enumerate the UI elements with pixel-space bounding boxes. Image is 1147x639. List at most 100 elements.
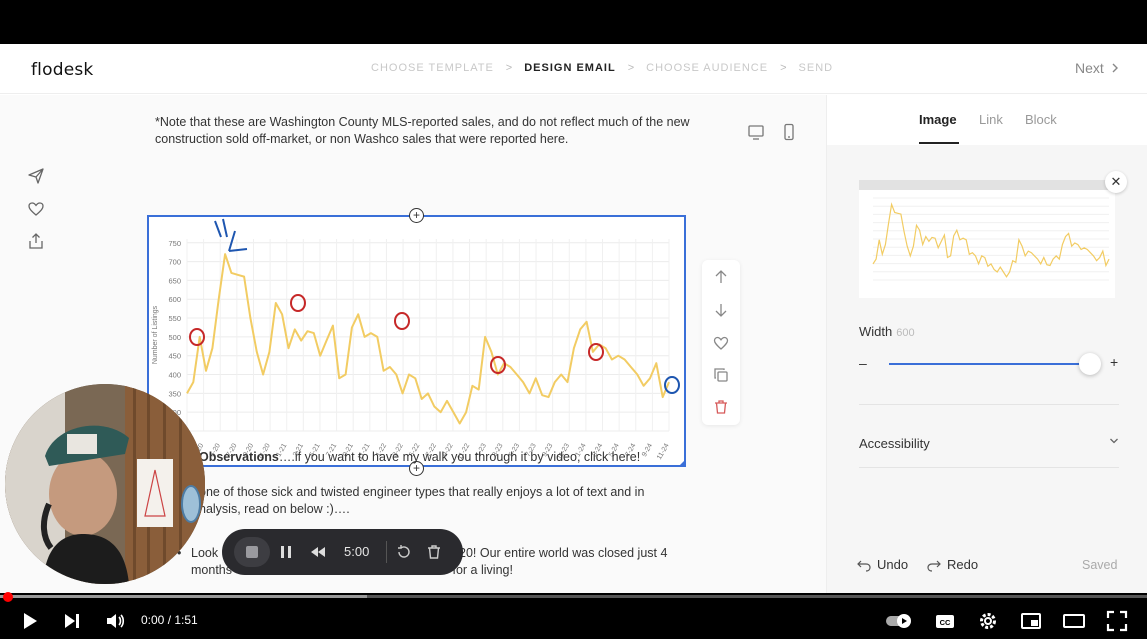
- screen-recorder-bar: 5:00: [222, 529, 463, 575]
- rewind-icon[interactable]: [309, 543, 327, 561]
- series-line: [186, 253, 670, 425]
- listings-chart: 2503003504004505005506006507007501-203-2…: [152, 218, 680, 461]
- svg-text:CC: CC: [940, 618, 951, 627]
- step-separator: >: [780, 62, 787, 74]
- bullet-text-4: ls for a living!: [440, 563, 513, 577]
- next-label: Next: [1075, 60, 1104, 76]
- trash-icon[interactable]: [713, 399, 729, 415]
- captions-icon[interactable]: CC: [934, 610, 956, 632]
- progress-buffered: [0, 595, 368, 598]
- annotation-arrow: [214, 218, 248, 252]
- share-icon[interactable]: [27, 232, 45, 250]
- send-icon[interactable]: [27, 167, 45, 185]
- annotation-circle: [290, 294, 306, 312]
- y-tick-label: 700: [168, 258, 181, 267]
- favorite-icon[interactable]: [713, 335, 729, 351]
- next-button[interactable]: Next: [1075, 60, 1120, 76]
- y-tick-label: 600: [168, 295, 181, 304]
- annotation-circle: [189, 328, 205, 346]
- y-tick-label: 500: [168, 333, 181, 342]
- step-send[interactable]: SEND: [798, 62, 834, 74]
- stop-icon: [246, 546, 258, 558]
- annotation-circle: [588, 343, 604, 361]
- image-thumbnail[interactable]: [859, 180, 1115, 298]
- chevron-right-icon: [1112, 63, 1118, 73]
- presenter-video-icon: [5, 384, 205, 584]
- top-bar: flodesk CHOOSE TEMPLATE > DESIGN EMAIL >…: [0, 44, 1147, 94]
- miniplayer-icon[interactable]: [1020, 610, 1042, 632]
- webcam-overlay: [5, 384, 205, 584]
- autoplay-toggle-icon[interactable]: [884, 610, 916, 632]
- step-choose-audience[interactable]: CHOOSE AUDIENCE: [646, 62, 769, 74]
- y-tick-label: 750: [168, 239, 181, 248]
- width-value: 600: [896, 327, 915, 339]
- divider: [859, 467, 1119, 468]
- undo-button[interactable]: Undo: [857, 557, 908, 572]
- redo-icon: [927, 560, 941, 572]
- panel-tabs: Image Link Block: [827, 95, 1147, 145]
- tab-block[interactable]: Block: [1025, 112, 1057, 127]
- bullet-text-3: months: [191, 563, 232, 577]
- flodesk-logo[interactable]: flodesk: [31, 60, 94, 80]
- resize-corner[interactable]: [678, 459, 686, 467]
- fullscreen-icon[interactable]: [1106, 610, 1128, 632]
- play-icon[interactable]: [19, 610, 41, 632]
- annotation-circle: [490, 356, 506, 374]
- bullet-text-1: Look: [191, 546, 219, 560]
- restart-icon[interactable]: [395, 543, 413, 561]
- y-tick-label: 550: [168, 314, 181, 323]
- properties-panel: Image Link Block ✕ Width 600 – + Accessib…: [826, 95, 1147, 593]
- y-tick-label: 400: [168, 371, 181, 380]
- step-choose-template[interactable]: CHOOSE TEMPLATE: [371, 62, 494, 74]
- sales-note[interactable]: *Note that these are Washington County M…: [155, 115, 690, 146]
- move-down-icon[interactable]: [713, 302, 729, 318]
- y-tick-label: 350: [168, 389, 181, 398]
- theater-mode-icon[interactable]: [1063, 610, 1085, 632]
- width-slider-track[interactable]: [889, 363, 1089, 365]
- width-slider-handle[interactable]: [1079, 353, 1101, 375]
- mobile-preview-icon[interactable]: [780, 123, 798, 141]
- width-increase-button[interactable]: +: [1110, 354, 1119, 370]
- annotation-circle: [664, 376, 680, 394]
- duplicate-icon[interactable]: [713, 367, 729, 383]
- video-player-controls: 0:00 / 1:51 CC: [0, 592, 1147, 639]
- observations-heading: Observations: [199, 450, 279, 464]
- add-block-above-icon[interactable]: +: [409, 208, 424, 223]
- thumbnail-series-line: [872, 202, 1110, 278]
- block-toolbar: [702, 260, 740, 425]
- accessibility-section[interactable]: Accessibility: [859, 436, 930, 451]
- engineer-paragraph[interactable]: one of those sick and twisted engineer t…: [199, 485, 645, 516]
- observations-link-text[interactable]: ….if you want to have my walk you throug…: [278, 450, 641, 464]
- step-design-email[interactable]: DESIGN EMAIL: [524, 62, 616, 74]
- desktop-preview-icon[interactable]: [747, 123, 765, 141]
- next-video-icon[interactable]: [61, 610, 83, 632]
- remove-image-button[interactable]: ✕: [1105, 171, 1127, 193]
- settings-gear-icon[interactable]: [977, 610, 999, 632]
- y-tick-label: 650: [168, 276, 181, 285]
- divider: [386, 541, 387, 563]
- volume-icon[interactable]: [104, 610, 126, 632]
- heart-icon[interactable]: [27, 200, 45, 218]
- thumbnail-chart: [872, 197, 1110, 281]
- chevron-down-icon[interactable]: [1109, 436, 1119, 446]
- observations-paragraph[interactable]: Observations….if you want to have my wal…: [199, 449, 659, 466]
- divider: [859, 404, 1119, 405]
- image-block-chart[interactable]: 2503003504004505005506006507007501-203-2…: [147, 215, 686, 467]
- progress-bar[interactable]: [0, 595, 1147, 598]
- bullet-text-2: 20! Our entire world was closed just 4: [459, 546, 668, 560]
- y-tick-label: 450: [168, 352, 181, 361]
- move-up-icon[interactable]: [713, 269, 729, 285]
- bullet-dot: •: [177, 546, 182, 560]
- pause-icon[interactable]: [277, 543, 295, 561]
- tab-image[interactable]: Image: [919, 112, 957, 127]
- redo-button[interactable]: Redo: [927, 557, 978, 572]
- delete-recording-icon[interactable]: [425, 543, 443, 561]
- add-block-below-icon[interactable]: +: [409, 461, 424, 476]
- width-decrease-button[interactable]: –: [859, 355, 867, 371]
- progress-scrubber[interactable]: [3, 592, 13, 602]
- annotation-circle: [394, 312, 410, 330]
- recording-time: 5:00: [344, 544, 370, 559]
- tab-link[interactable]: Link: [979, 112, 1003, 127]
- step-separator: >: [505, 62, 513, 74]
